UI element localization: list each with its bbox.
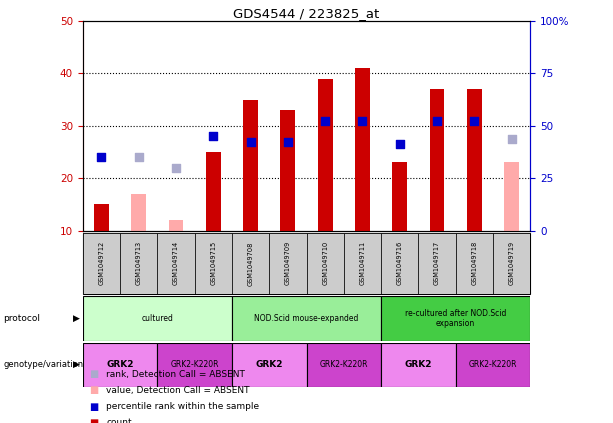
Bar <box>381 233 418 294</box>
Text: ■: ■ <box>89 385 98 396</box>
Bar <box>344 233 381 294</box>
Text: GSM1049713: GSM1049713 <box>135 241 142 286</box>
Point <box>432 117 442 124</box>
Text: genotype/variation: genotype/variation <box>3 360 83 369</box>
Text: GSM1049708: GSM1049708 <box>248 241 254 286</box>
Title: GDS4544 / 223825_at: GDS4544 / 223825_at <box>234 7 379 20</box>
Bar <box>83 296 232 341</box>
Text: value, Detection Call = ABSENT: value, Detection Call = ABSENT <box>106 386 249 395</box>
Bar <box>83 343 158 387</box>
Point <box>283 138 293 145</box>
Bar <box>269 233 306 294</box>
Text: ▶: ▶ <box>73 314 80 323</box>
Bar <box>280 110 295 231</box>
Point <box>171 165 181 171</box>
Bar <box>493 233 530 294</box>
Bar <box>158 233 195 294</box>
Bar <box>232 296 381 341</box>
Bar <box>467 89 482 231</box>
Text: GSM1049718: GSM1049718 <box>471 241 478 286</box>
Point <box>320 117 330 124</box>
Bar <box>169 220 183 231</box>
Bar <box>355 68 370 231</box>
Text: ■: ■ <box>89 418 98 423</box>
Text: rank, Detection Call = ABSENT: rank, Detection Call = ABSENT <box>106 370 245 379</box>
Text: GSM1049716: GSM1049716 <box>397 241 403 286</box>
Text: percentile rank within the sample: percentile rank within the sample <box>106 402 259 411</box>
Text: GSM1049710: GSM1049710 <box>322 241 328 286</box>
Bar <box>418 233 455 294</box>
Bar <box>381 343 455 387</box>
Text: GSM1049717: GSM1049717 <box>434 241 440 286</box>
Bar <box>83 233 120 294</box>
Bar <box>158 343 232 387</box>
Text: re-cultured after NOD.Scid
expansion: re-cultured after NOD.Scid expansion <box>405 309 506 328</box>
Point <box>507 135 517 142</box>
Text: GSM1049709: GSM1049709 <box>285 241 291 286</box>
Bar <box>206 152 221 231</box>
Text: GSM1049712: GSM1049712 <box>99 241 104 286</box>
Bar <box>430 89 444 231</box>
Bar <box>232 233 269 294</box>
Bar <box>120 233 158 294</box>
Point <box>395 141 405 148</box>
Bar <box>306 343 381 387</box>
Point <box>246 138 256 145</box>
Point <box>96 154 106 161</box>
Point <box>357 117 367 124</box>
Text: NOD.Scid mouse-expanded: NOD.Scid mouse-expanded <box>254 314 359 323</box>
Text: GSM1049719: GSM1049719 <box>509 241 514 286</box>
Bar <box>504 162 519 231</box>
Text: GRK2: GRK2 <box>405 360 432 369</box>
Bar <box>318 79 333 231</box>
Bar <box>195 233 232 294</box>
Text: GSM1049715: GSM1049715 <box>210 241 216 286</box>
Bar <box>306 233 344 294</box>
Bar <box>94 204 109 231</box>
Text: GRK2-K220R: GRK2-K220R <box>469 360 517 369</box>
Text: GSM1049711: GSM1049711 <box>359 241 365 286</box>
Point <box>470 117 479 124</box>
Text: cultured: cultured <box>142 314 173 323</box>
Text: count: count <box>106 418 132 423</box>
Bar <box>381 296 530 341</box>
Bar <box>243 100 258 231</box>
Bar <box>232 343 306 387</box>
Text: GRK2: GRK2 <box>256 360 283 369</box>
Text: protocol: protocol <box>3 314 40 323</box>
Bar <box>131 194 146 231</box>
Text: GSM1049714: GSM1049714 <box>173 241 179 286</box>
Text: ■: ■ <box>89 369 98 379</box>
Point <box>134 154 143 161</box>
Text: GRK2: GRK2 <box>106 360 134 369</box>
Point <box>208 133 218 140</box>
Text: ■: ■ <box>89 401 98 412</box>
Text: GRK2-K220R: GRK2-K220R <box>170 360 219 369</box>
Bar <box>392 162 407 231</box>
Bar <box>455 343 530 387</box>
Bar <box>455 233 493 294</box>
Text: GRK2-K220R: GRK2-K220R <box>319 360 368 369</box>
Text: ▶: ▶ <box>73 360 80 369</box>
